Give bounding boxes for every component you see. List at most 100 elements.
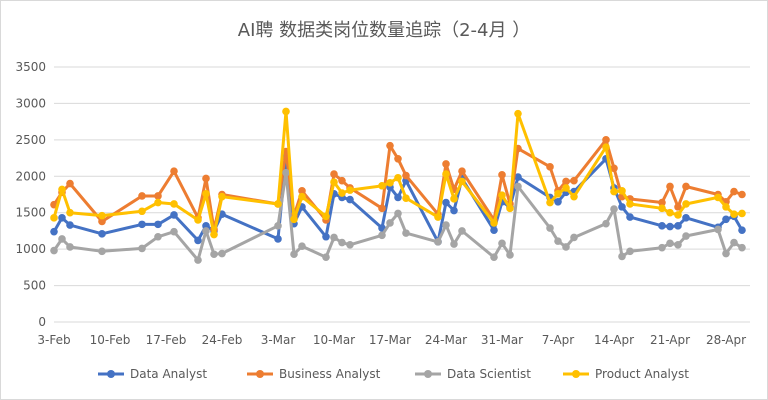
data-point [714, 193, 722, 202]
legend-item: Product Analyst [563, 367, 689, 381]
data-point [674, 211, 682, 219]
data-point [298, 187, 306, 195]
data-point [738, 226, 746, 234]
data-point [666, 239, 674, 248]
data-point [626, 247, 634, 256]
data-point [138, 207, 146, 216]
data-point [138, 192, 146, 200]
legend-item: Data Analyst [98, 367, 207, 381]
data-point [394, 209, 402, 218]
data-point [490, 253, 498, 261]
data-point [346, 195, 354, 204]
data-point [378, 204, 386, 213]
data-point [298, 192, 306, 201]
data-point [658, 204, 666, 213]
data-point [658, 198, 666, 207]
data-point [298, 242, 306, 251]
data-point [442, 198, 450, 207]
data-point [218, 192, 226, 201]
data-point [722, 215, 730, 224]
data-point [170, 167, 178, 175]
data-point [618, 187, 626, 195]
legend-item: Data Scientist [415, 367, 531, 381]
data-point [498, 191, 506, 200]
y-axis-ticks: 0 500 1000 1500 2000 2500 3000 3500 [15, 60, 46, 329]
data-point [154, 220, 162, 229]
data-point [722, 203, 730, 211]
data-point [138, 244, 146, 253]
data-point [570, 176, 578, 185]
data-point [210, 250, 218, 259]
data-point [202, 174, 210, 183]
data-point [658, 222, 666, 230]
data-point [154, 198, 162, 207]
legend-swatch-marker [256, 370, 264, 378]
data-point [658, 243, 666, 252]
legend-swatch-marker [424, 370, 432, 378]
data-point [346, 240, 354, 249]
data-point [618, 252, 626, 261]
data-point [322, 232, 330, 241]
data-point [322, 212, 330, 221]
data-point [674, 222, 682, 230]
data-point [58, 235, 66, 243]
x-tick-label: 3-Feb [37, 333, 70, 347]
data-point [386, 219, 394, 227]
x-tick-label: 24-Feb [202, 333, 243, 347]
data-point [514, 182, 522, 191]
data-point [394, 155, 402, 163]
data-point [274, 235, 282, 243]
data-point [562, 177, 570, 186]
data-point [730, 187, 738, 196]
data-point [498, 171, 506, 179]
data-point [338, 238, 346, 247]
legend: Data Analyst Business Analyst Data Scienti… [98, 367, 689, 381]
data-point [338, 176, 346, 185]
legend-label: Product Analyst [595, 367, 689, 381]
data-point [330, 233, 338, 242]
data-point [282, 168, 290, 177]
data-point [402, 194, 410, 202]
data-point [514, 173, 522, 181]
data-point [58, 214, 66, 222]
data-point [290, 215, 298, 224]
data-point [498, 239, 506, 248]
data-point [562, 184, 570, 192]
data-point [202, 189, 210, 198]
x-tick-label: 17-Feb [146, 333, 187, 347]
x-tick-label: 31-Mar [481, 333, 523, 347]
data-point [666, 182, 674, 191]
y-tick-label: 3500 [15, 60, 46, 74]
data-point [98, 230, 106, 238]
data-point [154, 192, 162, 200]
data-point [394, 193, 402, 202]
data-point [570, 233, 578, 242]
data-point [194, 236, 202, 245]
data-point [98, 247, 106, 256]
data-point [506, 251, 514, 259]
legend-label: Data Scientist [447, 367, 531, 381]
data-point [194, 216, 202, 224]
data-point [666, 222, 674, 231]
legend-item: Business Analyst [247, 367, 381, 381]
chart-title: AI聘 数据类岗位数量追踪（2-4月 ） [237, 20, 531, 41]
data-point [98, 211, 106, 220]
data-point [626, 200, 634, 208]
data-point [554, 197, 562, 206]
data-point [682, 200, 690, 208]
legend-swatch-marker [107, 370, 115, 378]
x-axis-ticks: 3-Feb 10-Feb 17-Feb 24-Feb 3-Mar 10-Mar 17-Mar… [37, 333, 746, 347]
data-point [210, 230, 218, 239]
data-point [674, 203, 682, 211]
data-point [50, 214, 58, 222]
y-tick-label: 0 [38, 315, 46, 329]
data-point [378, 181, 386, 190]
data-point [610, 164, 618, 173]
data-point [274, 222, 282, 230]
y-tick-label: 2000 [15, 169, 46, 183]
legend-label: Data Analyst [130, 367, 207, 381]
data-point [378, 231, 386, 240]
data-point [682, 232, 690, 240]
data-point [394, 173, 402, 182]
x-tick-label: 7-Apr [542, 333, 575, 347]
